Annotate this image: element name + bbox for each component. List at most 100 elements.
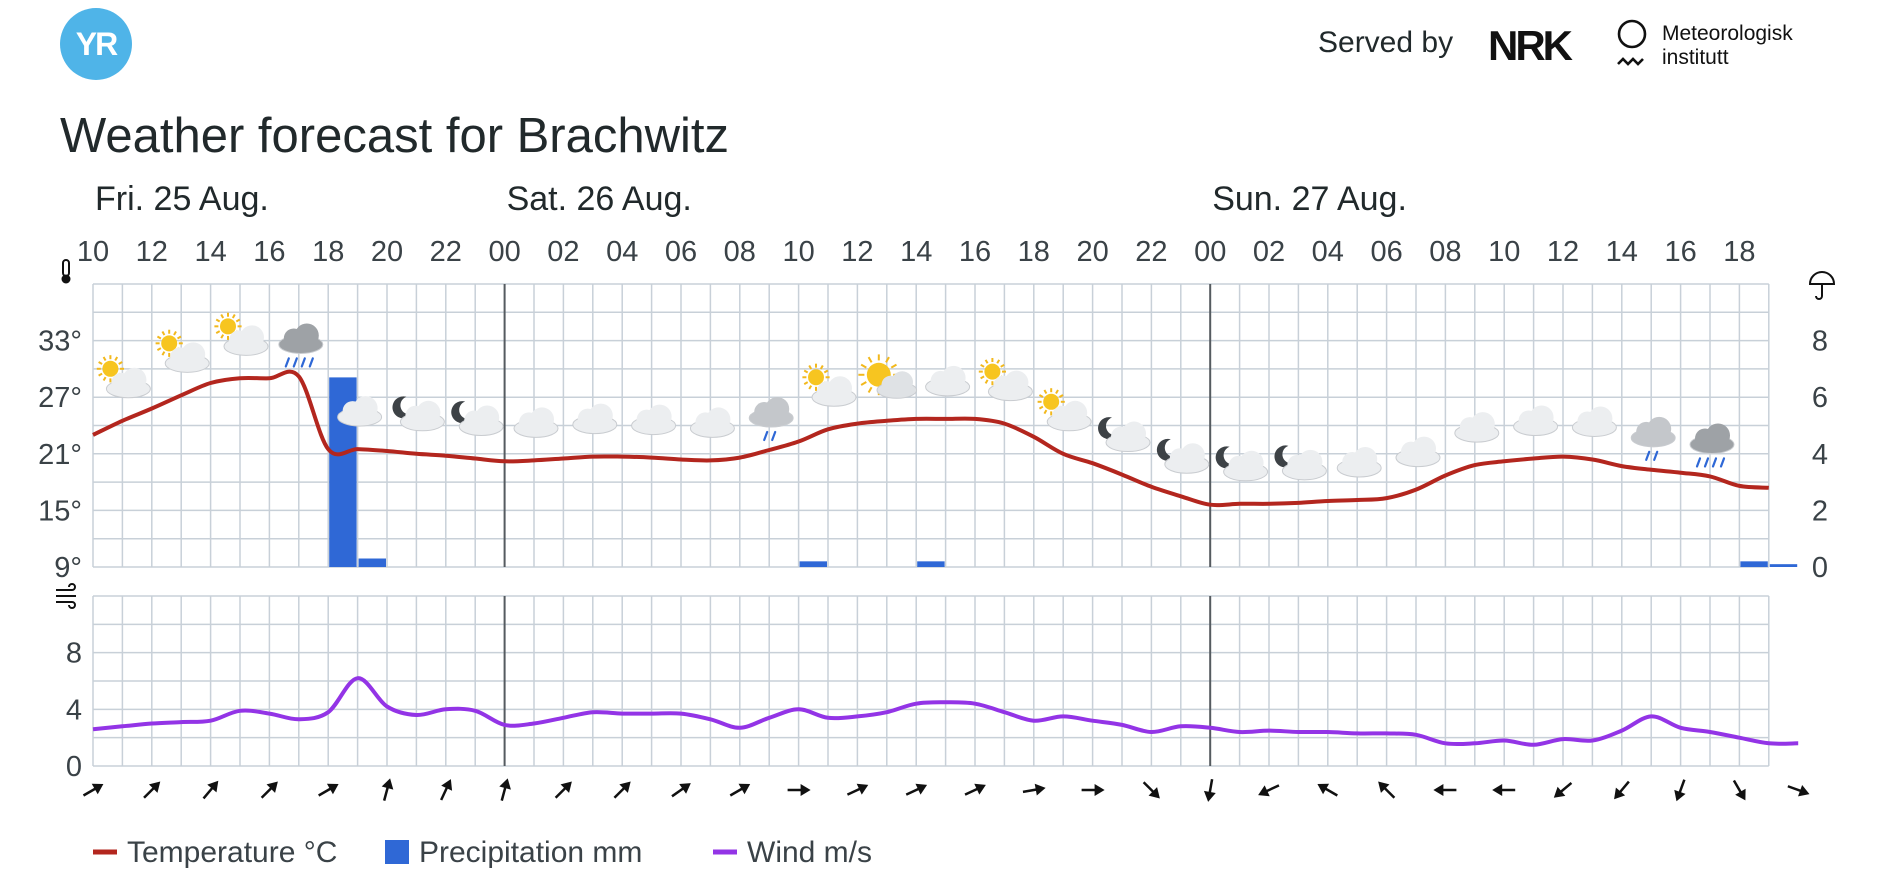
hour-label: 10 bbox=[1488, 236, 1520, 268]
wind-direction-arrow bbox=[318, 783, 339, 797]
arrow-head bbox=[1317, 783, 1330, 795]
cloud-puff bbox=[1470, 412, 1495, 437]
partly-cloudy-day-icon bbox=[96, 355, 151, 399]
partly-cloudy-night-icon bbox=[1098, 417, 1151, 453]
met-name-line-2: institutt bbox=[1662, 46, 1729, 69]
yr-logo[interactable]: YR bbox=[60, 8, 132, 80]
temperature-tick: 21° bbox=[38, 439, 82, 471]
arrow-head bbox=[619, 781, 631, 793]
met-institute-logo-icon[interactable] bbox=[1610, 18, 1670, 74]
hour-label: 18 bbox=[1018, 236, 1050, 268]
wind-direction-arrow bbox=[1203, 778, 1216, 802]
legend-label: Temperature °C bbox=[127, 836, 337, 869]
sun-disc bbox=[161, 335, 178, 352]
precipitation-bar bbox=[799, 561, 827, 567]
legend-label: Precipitation mm bbox=[419, 836, 642, 869]
sun-ray bbox=[823, 369, 829, 374]
arrow-head bbox=[148, 781, 161, 793]
hour-label: 22 bbox=[430, 236, 462, 268]
wind-direction-arrow bbox=[729, 783, 751, 797]
legend-item-0: Temperature °C bbox=[93, 836, 337, 869]
sun-ray bbox=[215, 318, 221, 323]
sun-ray bbox=[867, 386, 873, 393]
arrow-head bbox=[1674, 789, 1686, 802]
hour-label: 08 bbox=[1429, 236, 1461, 268]
wind-direction-arrow bbox=[1022, 783, 1046, 796]
sun-ray bbox=[231, 314, 236, 319]
light-rain-cloud-icon bbox=[1630, 416, 1676, 461]
wind-tick: 4 bbox=[66, 694, 82, 726]
sun-ray bbox=[984, 379, 989, 384]
partly-cloudy-day-icon bbox=[978, 358, 1033, 402]
precipitation-bar bbox=[1769, 564, 1798, 567]
wind-direction-arrow bbox=[1553, 781, 1573, 798]
rain-drop bbox=[1711, 457, 1718, 468]
arrow-head bbox=[1492, 784, 1503, 796]
wind-direction-arrow bbox=[905, 783, 928, 796]
cloudy-icon bbox=[337, 396, 383, 427]
cloud-puff bbox=[891, 371, 913, 393]
cloud-puff bbox=[588, 403, 613, 428]
wind-icon-lines bbox=[56, 583, 76, 609]
cloudy-icon bbox=[1513, 405, 1559, 437]
hour-label: 16 bbox=[959, 236, 991, 268]
arrow-head bbox=[266, 781, 278, 793]
cloud-puff bbox=[240, 325, 264, 350]
precipitation-tick: 4 bbox=[1812, 439, 1828, 471]
legend-item-1: Precipitation mm bbox=[385, 836, 642, 869]
wind-direction-arrow bbox=[1674, 779, 1686, 802]
cloud-puff bbox=[1180, 443, 1205, 468]
rain-drop bbox=[284, 357, 290, 368]
arrow-head bbox=[1034, 783, 1046, 796]
arrow-head bbox=[91, 783, 104, 795]
wind-direction-arrow bbox=[787, 784, 811, 796]
partly-cloudy-day-icon bbox=[214, 312, 269, 356]
sun-ray bbox=[161, 351, 166, 356]
hour-label: 22 bbox=[1135, 236, 1167, 268]
wind-tick: 0 bbox=[66, 751, 82, 783]
sun-ray bbox=[102, 356, 107, 361]
cloud-puff bbox=[1412, 436, 1436, 461]
hour-label: 14 bbox=[1606, 236, 1638, 268]
arrow-head bbox=[1258, 785, 1270, 797]
cloudy-icon bbox=[1395, 436, 1441, 468]
arrow-head bbox=[679, 783, 691, 794]
wind-direction-arrow bbox=[964, 783, 986, 796]
sun-ray bbox=[808, 364, 813, 370]
cloud-puff bbox=[1529, 405, 1554, 430]
rain-drop bbox=[292, 357, 298, 368]
wind-direction-arrow bbox=[1081, 784, 1105, 796]
wind-direction-arrow bbox=[1258, 784, 1280, 797]
partly-cloudy-day-icon bbox=[802, 363, 857, 407]
thermometer-icon bbox=[61, 259, 71, 284]
partly-cloudy-night-icon bbox=[451, 401, 504, 437]
moon bbox=[1156, 438, 1177, 461]
hour-label: 10 bbox=[77, 236, 109, 268]
nrk-logo[interactable]: NRK bbox=[1488, 22, 1573, 69]
arrow-head bbox=[800, 784, 811, 796]
arrow-head bbox=[856, 783, 869, 795]
sun-ray bbox=[156, 335, 162, 340]
wind-direction-arrow bbox=[143, 781, 161, 799]
cloud-puff bbox=[1298, 449, 1323, 474]
precipitation-tick: 0 bbox=[1812, 552, 1828, 584]
heavy-rain-cloud-icon bbox=[1689, 423, 1735, 468]
moon bbox=[451, 401, 472, 424]
wind-direction-arrow bbox=[1492, 784, 1516, 796]
sun-ray bbox=[98, 361, 103, 365]
arrow-head bbox=[1094, 784, 1105, 796]
sun-ray bbox=[996, 359, 1001, 364]
cloud-puff bbox=[647, 404, 672, 429]
cloud-puff bbox=[353, 396, 378, 421]
legend-swatch bbox=[385, 840, 409, 864]
rain-drop bbox=[1703, 457, 1710, 468]
hour-label: 18 bbox=[1723, 236, 1755, 268]
sun-ray bbox=[1059, 394, 1064, 398]
legend-item-2: Wind m/s bbox=[713, 836, 872, 869]
hour-label: 12 bbox=[136, 236, 168, 268]
temperature-tick: 15° bbox=[38, 495, 82, 527]
cloud-puff bbox=[294, 323, 319, 348]
day-label-0: Fri. 25 Aug. bbox=[95, 180, 269, 218]
arrow-head bbox=[560, 781, 572, 793]
wind-direction-arrow bbox=[846, 783, 869, 796]
